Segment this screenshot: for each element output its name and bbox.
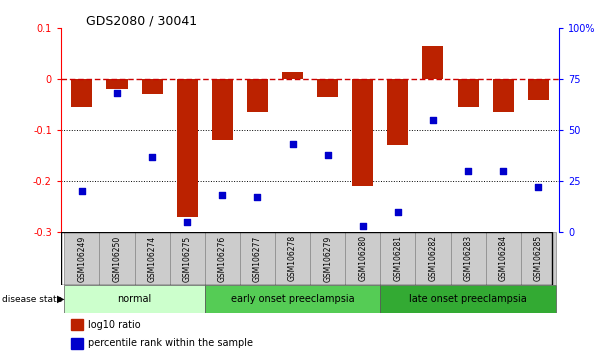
Bar xyxy=(106,79,128,90)
Bar xyxy=(520,232,556,285)
Point xyxy=(463,168,473,174)
Bar xyxy=(317,79,338,97)
Point xyxy=(77,188,87,194)
Bar xyxy=(212,79,233,140)
Bar xyxy=(387,79,409,145)
Bar xyxy=(458,79,478,107)
Point xyxy=(147,154,157,159)
Text: GSM106277: GSM106277 xyxy=(253,235,262,281)
Bar xyxy=(492,79,514,112)
Point xyxy=(393,209,402,215)
Text: GSM106249: GSM106249 xyxy=(77,235,86,281)
Text: GSM106282: GSM106282 xyxy=(429,235,438,281)
Bar xyxy=(486,232,520,285)
Text: GSM106280: GSM106280 xyxy=(358,235,367,281)
Bar xyxy=(205,285,380,313)
Text: early onset preeclampsia: early onset preeclampsia xyxy=(230,294,354,304)
Text: disease state: disease state xyxy=(2,295,62,304)
Text: GSM106276: GSM106276 xyxy=(218,235,227,281)
Bar xyxy=(205,232,240,285)
Bar xyxy=(247,79,268,112)
Point xyxy=(288,142,297,147)
Point xyxy=(112,91,122,96)
Point xyxy=(499,168,508,174)
Text: ▶: ▶ xyxy=(57,294,64,304)
Bar xyxy=(352,79,373,186)
Text: percentile rank within the sample: percentile rank within the sample xyxy=(88,338,253,348)
Text: normal: normal xyxy=(117,294,151,304)
Bar xyxy=(275,232,310,285)
Text: GSM106250: GSM106250 xyxy=(112,235,122,281)
Bar xyxy=(528,79,549,99)
Point xyxy=(252,194,262,200)
Text: GSM106284: GSM106284 xyxy=(499,235,508,281)
Bar xyxy=(71,79,92,107)
Bar xyxy=(142,79,162,95)
Bar xyxy=(282,72,303,79)
Point xyxy=(358,223,368,229)
Bar xyxy=(64,285,205,313)
Bar xyxy=(170,232,205,285)
Bar xyxy=(380,232,415,285)
Point xyxy=(323,152,333,157)
Bar xyxy=(71,319,83,330)
Point xyxy=(218,193,227,198)
Text: GSM106281: GSM106281 xyxy=(393,235,402,281)
Text: GSM106283: GSM106283 xyxy=(463,235,472,281)
Bar xyxy=(380,285,556,313)
Bar xyxy=(71,338,83,349)
Point xyxy=(182,219,192,224)
Bar xyxy=(177,79,198,217)
Bar xyxy=(100,232,134,285)
Bar xyxy=(240,232,275,285)
Bar xyxy=(310,232,345,285)
Text: GSM106275: GSM106275 xyxy=(182,235,192,281)
Bar xyxy=(423,46,443,79)
Text: GSM106285: GSM106285 xyxy=(534,235,543,281)
Bar xyxy=(134,232,170,285)
Text: log10 ratio: log10 ratio xyxy=(88,320,141,330)
Bar xyxy=(451,232,486,285)
Point xyxy=(428,117,438,123)
Text: GSM106279: GSM106279 xyxy=(323,235,332,281)
Bar xyxy=(415,232,451,285)
Bar xyxy=(64,232,100,285)
Point xyxy=(533,184,543,190)
Text: GSM106274: GSM106274 xyxy=(148,235,157,281)
Text: GSM106278: GSM106278 xyxy=(288,235,297,281)
Text: late onset preeclampsia: late onset preeclampsia xyxy=(409,294,527,304)
Bar xyxy=(345,232,380,285)
Text: GDS2080 / 30041: GDS2080 / 30041 xyxy=(86,14,197,27)
